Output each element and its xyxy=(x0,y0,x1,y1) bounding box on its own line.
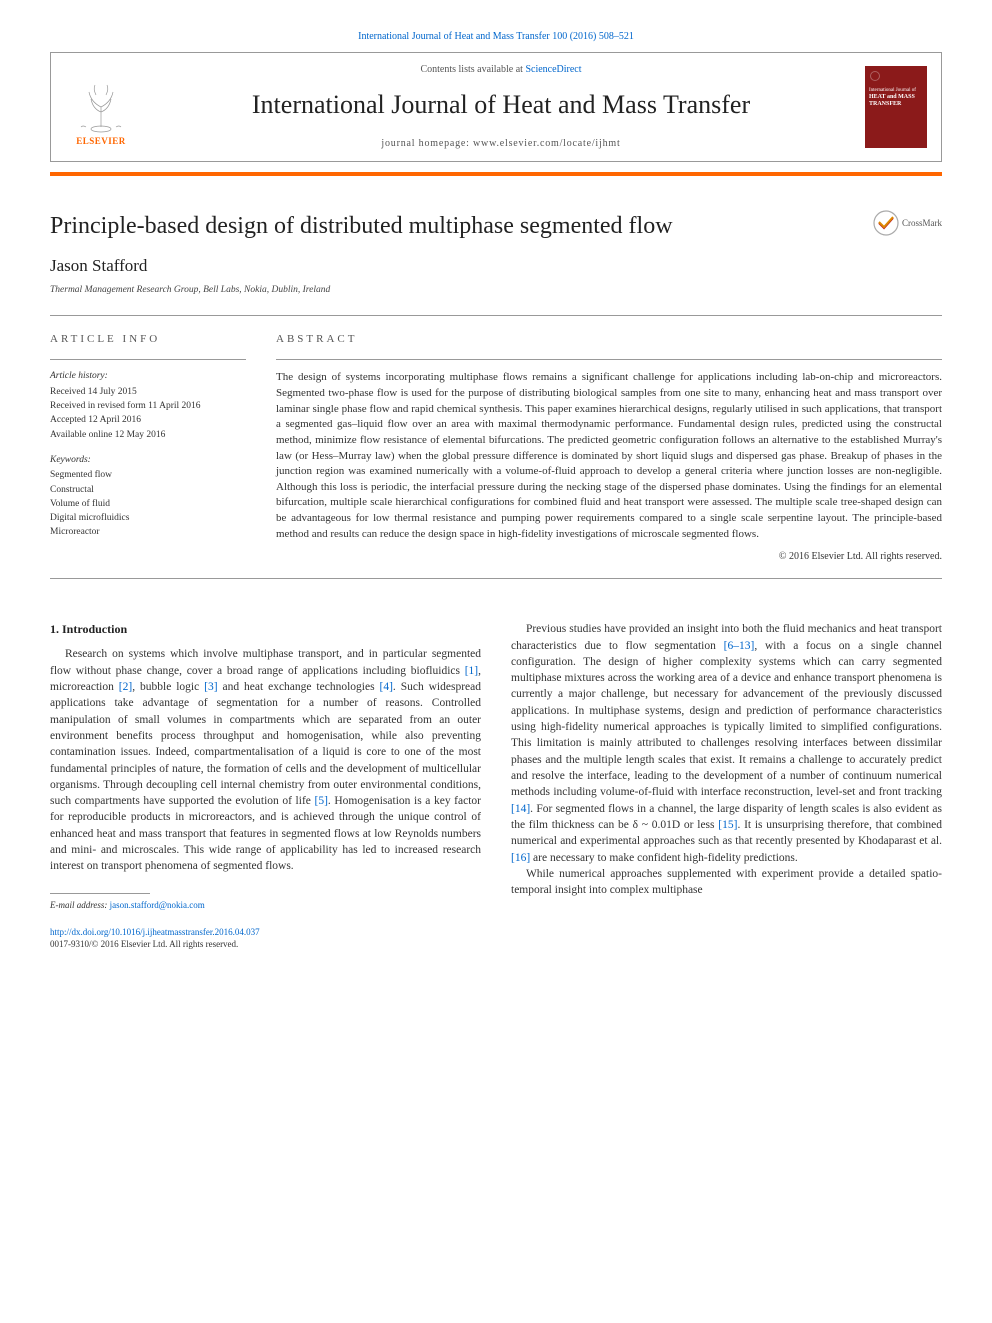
elsevier-tree-icon xyxy=(71,77,131,135)
intro-paragraph-3: While numerical approaches supplemented … xyxy=(511,866,942,899)
ref-link[interactable]: [1] xyxy=(465,665,478,677)
elsevier-logo: ELSEVIER xyxy=(65,67,137,147)
abstract-heading: ABSTRACT xyxy=(276,332,942,347)
cover-line1: International Journal of xyxy=(869,88,916,93)
homepage-url: www.elsevier.com/locate/ijhmt xyxy=(473,138,621,149)
cover-line3: TRANSFER xyxy=(869,101,901,107)
footnote-rule xyxy=(50,893,150,894)
journal-name: International Journal of Heat and Mass T… xyxy=(151,87,851,123)
rule-under-info-heading xyxy=(50,359,246,360)
abstract-block: ABSTRACT The design of systems incorpora… xyxy=(276,332,942,564)
orange-divider xyxy=(50,172,942,176)
cover-line2: HEAT and MASS xyxy=(869,94,915,100)
history-label: Article history: xyxy=(50,370,246,383)
crossmark-icon xyxy=(873,210,899,236)
top-citation: International Journal of Heat and Mass T… xyxy=(50,30,942,44)
keyword: Segmented flow xyxy=(50,469,246,482)
section-heading: 1. Introduction xyxy=(50,621,481,638)
rule-under-abstract-heading xyxy=(276,359,942,360)
issn-line: 0017-9310/© 2016 Elsevier Ltd. All right… xyxy=(50,938,481,951)
history-accepted: Accepted 12 April 2016 xyxy=(50,414,246,427)
ref-link[interactable]: [3] xyxy=(204,681,217,693)
homepage-label: journal homepage: xyxy=(381,138,473,149)
body-columns: 1. Introduction Research on systems whic… xyxy=(50,621,942,951)
cover-text: International Journal of HEAT and MASS T… xyxy=(869,88,916,108)
citation-link[interactable]: International Journal of Heat and Mass T… xyxy=(358,31,634,42)
sciencedirect-link[interactable]: ScienceDirect xyxy=(525,64,581,75)
text-run: , with a focus on a single channel confi… xyxy=(511,640,942,799)
journal-homepage: journal homepage: www.elsevier.com/locat… xyxy=(151,137,851,151)
ref-link[interactable]: [15] xyxy=(718,819,737,831)
text-run: are necessary to make confident high-fid… xyxy=(530,852,798,864)
abstract-text: The design of systems incorporating mult… xyxy=(276,370,942,542)
contents-line: Contents lists available at ScienceDirec… xyxy=(151,63,851,77)
doi-link[interactable]: http://dx.doi.org/10.1016/j.ijheatmasstr… xyxy=(50,927,260,937)
email-line: E-mail address: jason.stafford@nokia.com xyxy=(50,899,481,912)
ref-link[interactable]: [16] xyxy=(511,852,530,864)
ref-link[interactable]: [5] xyxy=(314,795,327,807)
ref-link[interactable]: [14] xyxy=(511,803,530,815)
elsevier-text: ELSEVIER xyxy=(76,135,126,148)
keyword: Constructal xyxy=(50,484,246,497)
contents-prefix: Contents lists available at xyxy=(420,64,525,75)
article-info: ARTICLE INFO Article history: Received 1… xyxy=(50,332,246,564)
email-label: E-mail address: xyxy=(50,900,110,910)
journal-cover-thumbnail: International Journal of HEAT and MASS T… xyxy=(865,66,927,148)
ref-link[interactable]: [4] xyxy=(379,681,392,693)
header-center: Contents lists available at ScienceDirec… xyxy=(151,63,851,151)
article-info-heading: ARTICLE INFO xyxy=(50,332,246,347)
text-run: , bubble logic xyxy=(132,681,204,693)
keyword: Volume of fluid xyxy=(50,498,246,511)
keyword: Microreactor xyxy=(50,526,246,539)
text-run: Research on systems which involve multip… xyxy=(50,648,481,676)
rule-below-abstract xyxy=(50,578,942,579)
ref-link[interactable]: [2] xyxy=(119,681,132,693)
history-online: Available online 12 May 2016 xyxy=(50,429,246,442)
journal-header: ELSEVIER Contents lists available at Sci… xyxy=(50,52,942,162)
column-left: 1. Introduction Research on systems whic… xyxy=(50,621,481,951)
title-block: CrossMark Principle-based design of dist… xyxy=(50,210,942,297)
ref-link[interactable]: [6–13] xyxy=(724,640,755,652)
author-affiliation: Thermal Management Research Group, Bell … xyxy=(50,284,942,297)
crossmark-badge[interactable]: CrossMark xyxy=(873,210,942,236)
column-right: Previous studies have provided an insigh… xyxy=(511,621,942,951)
history-received: Received 14 July 2015 xyxy=(50,386,246,399)
article-title: Principle-based design of distributed mu… xyxy=(50,210,942,244)
info-abstract-row: ARTICLE INFO Article history: Received 1… xyxy=(50,316,942,578)
author-name: Jason Stafford xyxy=(50,254,942,278)
intro-paragraph-1: Research on systems which involve multip… xyxy=(50,646,481,875)
keywords-label: Keywords: xyxy=(50,454,246,467)
text-run: . Such widespread applications take adva… xyxy=(50,681,481,807)
keyword: Digital microfluidics xyxy=(50,512,246,525)
history-revised: Received in revised form 11 April 2016 xyxy=(50,400,246,413)
doi-line: http://dx.doi.org/10.1016/j.ijheatmasstr… xyxy=(50,926,481,939)
intro-paragraph-2: Previous studies have provided an insigh… xyxy=(511,621,942,866)
crossmark-text: CrossMark xyxy=(902,217,942,230)
abstract-copyright: © 2016 Elsevier Ltd. All rights reserved… xyxy=(276,550,942,564)
author-email-link[interactable]: jason.stafford@nokia.com xyxy=(110,900,205,910)
text-run: and heat exchange technologies xyxy=(218,681,380,693)
